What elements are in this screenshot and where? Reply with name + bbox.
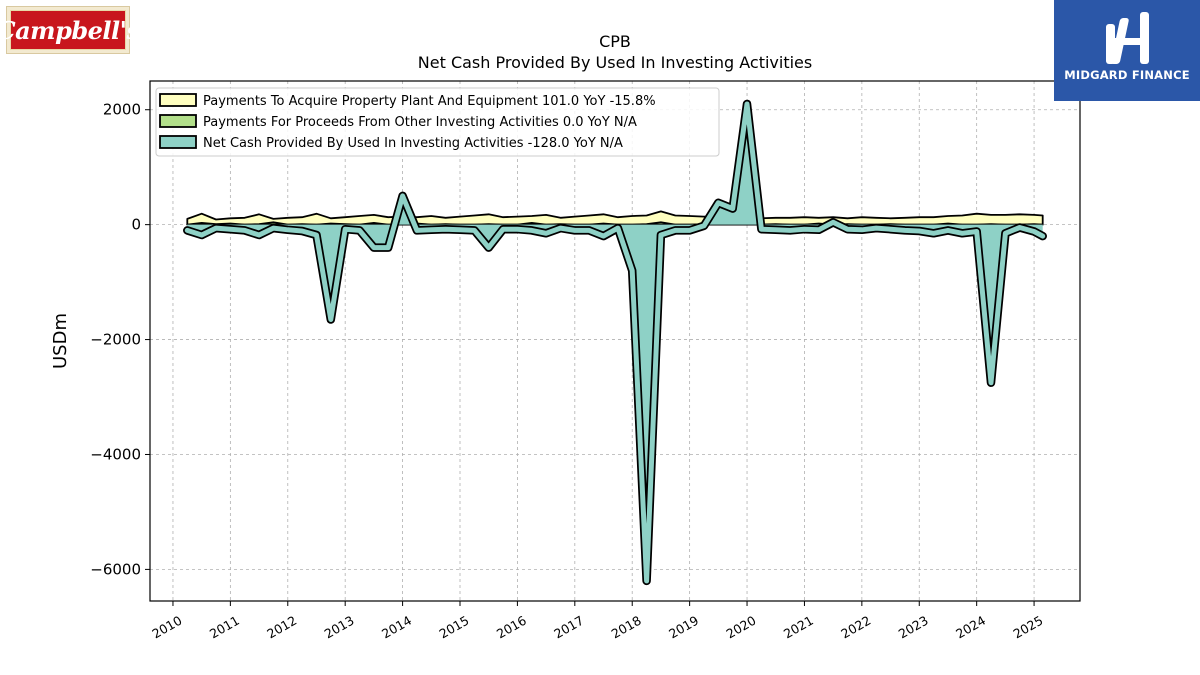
x-tick-label: 2010 [149, 613, 184, 642]
x-tick-label: 2011 [207, 613, 242, 642]
series-area-0 [186, 210, 1044, 226]
legend-swatch [159, 93, 197, 107]
x-tick-label: 2020 [723, 613, 758, 642]
x-tick-label: 2022 [838, 613, 873, 642]
legend-label: Net Cash Provided By Used In Investing A… [203, 136, 623, 151]
x-tick-label: 2024 [953, 613, 988, 642]
x-tick-label: 2021 [781, 613, 816, 642]
series-area-2 [187, 104, 1043, 581]
chart-title: CPB [599, 32, 631, 51]
series-areas [183, 99, 1047, 586]
y-tick-label: −6000 [90, 560, 141, 578]
legend-swatch [159, 114, 197, 128]
y-tick-label: 2000 [103, 101, 141, 119]
y-axis: 2000 0 −2000 −4000 −6000 [90, 101, 150, 578]
midgard-finance-logo: MIDGARD FINANCE [1054, 0, 1200, 101]
x-tick-label: 2017 [551, 613, 586, 642]
x-tick-label: 2023 [896, 613, 931, 642]
campbells-logo: Campbell's [0, 6, 140, 54]
y-axis-label: USDm [50, 313, 71, 369]
series-line-2 [184, 101, 1046, 584]
grid-lines [150, 81, 1080, 601]
campbells-logo-text: Campbell's [0, 15, 140, 45]
x-tick-label: 2013 [322, 613, 357, 642]
midgard-finance-text: MIDGARD FINANCE [1064, 68, 1190, 82]
legend: Payments To Acquire Property Plant And E… [155, 87, 720, 157]
y-tick-label: −4000 [90, 445, 141, 463]
x-tick-label: 2012 [264, 613, 299, 642]
series-line-outline-2 [183, 99, 1047, 586]
legend-box [155, 87, 720, 157]
midgard-finance-icon [1106, 12, 1149, 64]
x-tick-label: 2019 [666, 613, 701, 642]
x-tick-label: 2018 [609, 613, 644, 642]
x-axis: 2010 2011 2012 2013 2014 2015 2016 2017 2018 2019… [149, 601, 1046, 642]
x-tick-label: 2015 [436, 613, 471, 642]
y-tick-label: 0 [131, 216, 141, 234]
y-tick-label: −2000 [90, 331, 141, 349]
chart-subtitle: Net Cash Provided By Used In Investing A… [418, 53, 812, 72]
legend-label: Payments For Proceeds From Other Investi… [203, 115, 637, 130]
x-tick-label: 2025 [1011, 613, 1046, 642]
x-tick-label: 2014 [379, 613, 414, 642]
legend-swatch [159, 135, 197, 149]
plot-frame [149, 80, 1081, 602]
legend-label: Payments To Acquire Property Plant And E… [203, 94, 656, 109]
campbells-logo-badge: Campbell's [0, 10, 140, 50]
x-tick-label: 2016 [494, 613, 529, 642]
